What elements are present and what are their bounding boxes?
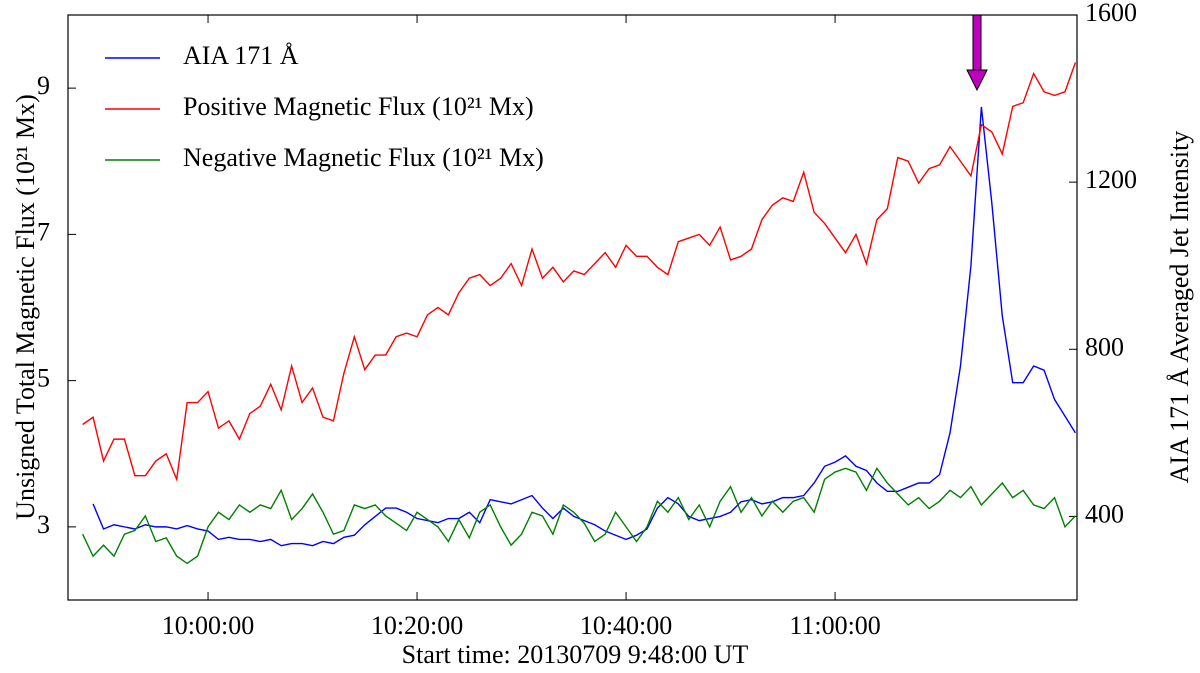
arrow-head [966,69,988,92]
plot-frame [67,14,1078,601]
series-line [92,106,1077,547]
y2-tick-label: 800 [1085,332,1124,361]
y-tick-label: 5 [37,364,50,393]
y-tick-label: 3 [37,510,50,539]
y-tick-label: 7 [37,217,50,246]
y-tick-label: 9 [37,71,50,100]
x-tick-label: 11:00:00 [789,611,880,640]
legend-label: Negative Magnetic Flux (10²¹ Mx) [183,143,544,172]
x-tick-label: 10:40:00 [580,611,672,640]
y2-tick-label: 1200 [1085,165,1137,194]
arrow-shaft [972,14,982,71]
legend-label: AIA 171 Å [183,41,299,70]
x-tick-label: 10:00:00 [162,611,254,640]
x-tick-label: 10:20:00 [371,611,463,640]
y2-tick-label: 400 [1085,499,1124,528]
legend-label: Positive Magnetic Flux (10²¹ Mx) [183,92,534,121]
y2-axis-label: AIA 171 Å Averaged Jet Intensity [1165,131,1194,484]
x-axis-label: Start time: 20130709 9:48:00 UT [402,640,749,669]
series-line [82,62,1077,483]
y-axis-label: Unsigned Total Magnetic Flux (10²¹ Mx) [11,94,40,520]
series-line [81,467,1076,565]
y2-tick-label: 1600 [1085,0,1137,27]
